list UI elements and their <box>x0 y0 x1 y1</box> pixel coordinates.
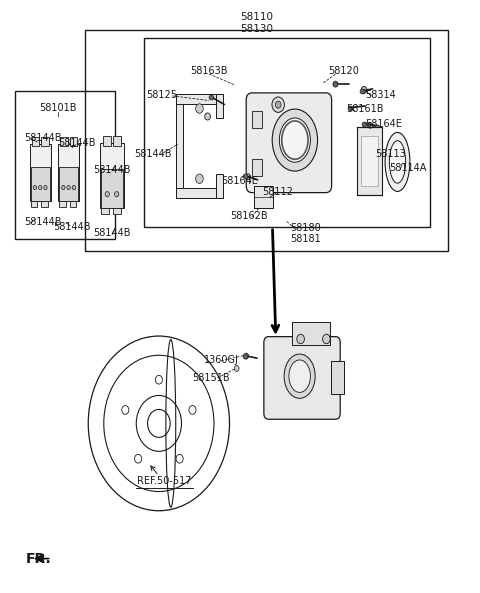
Circle shape <box>196 104 203 113</box>
Circle shape <box>72 186 75 190</box>
Text: 58110
58130: 58110 58130 <box>240 12 273 34</box>
Bar <box>85 30 447 251</box>
Bar <box>176 94 223 104</box>
Bar <box>70 138 77 146</box>
Ellipse shape <box>289 360 311 393</box>
Circle shape <box>361 87 367 94</box>
Text: 1360GJ: 1360GJ <box>204 355 240 365</box>
Text: REF.50-517: REF.50-517 <box>137 476 192 486</box>
FancyBboxPatch shape <box>264 337 340 419</box>
Text: 58112: 58112 <box>262 187 293 197</box>
Text: 58162B: 58162B <box>230 211 267 221</box>
Circle shape <box>234 365 239 371</box>
Text: 58314: 58314 <box>365 90 396 100</box>
Bar <box>144 38 430 227</box>
Text: 58113: 58113 <box>375 149 406 159</box>
Bar <box>331 361 344 394</box>
Bar <box>59 167 78 202</box>
Bar <box>113 208 120 214</box>
Bar <box>15 91 115 238</box>
Ellipse shape <box>272 109 318 171</box>
Bar <box>100 144 124 208</box>
Bar <box>31 202 37 207</box>
Text: 58120: 58120 <box>329 66 360 76</box>
Text: 58163B: 58163B <box>190 66 228 76</box>
Text: 58161B: 58161B <box>346 104 384 114</box>
Circle shape <box>276 101 281 108</box>
Bar <box>70 202 76 207</box>
Circle shape <box>246 174 251 180</box>
Bar <box>176 94 183 197</box>
Ellipse shape <box>284 354 315 398</box>
Circle shape <box>38 186 42 190</box>
Bar <box>30 144 51 202</box>
Circle shape <box>272 97 284 112</box>
Bar <box>216 174 223 197</box>
Bar <box>103 136 111 146</box>
Circle shape <box>61 186 65 190</box>
Ellipse shape <box>389 141 406 183</box>
Bar <box>32 138 39 146</box>
Text: 58164E: 58164E <box>222 176 258 186</box>
Bar <box>216 94 223 118</box>
Text: 58144B: 58144B <box>53 222 91 232</box>
Bar <box>101 169 122 208</box>
Circle shape <box>44 186 47 190</box>
Text: 58144B: 58144B <box>24 133 62 144</box>
Bar <box>31 167 49 202</box>
Bar <box>41 138 48 146</box>
Bar <box>59 202 66 207</box>
Circle shape <box>196 174 203 183</box>
Bar <box>292 323 330 345</box>
Text: 58114A: 58114A <box>389 164 427 173</box>
Bar <box>101 208 109 214</box>
Circle shape <box>115 192 119 197</box>
FancyBboxPatch shape <box>246 93 332 193</box>
Text: 58101B: 58101B <box>39 103 76 113</box>
Ellipse shape <box>385 132 410 192</box>
Bar <box>357 126 382 195</box>
Text: 58144B: 58144B <box>93 228 131 238</box>
Text: FR.: FR. <box>26 551 52 566</box>
Circle shape <box>67 186 70 190</box>
FancyArrowPatch shape <box>38 556 48 562</box>
Bar <box>41 202 48 207</box>
Text: 58144B: 58144B <box>93 165 131 174</box>
Bar <box>58 144 79 202</box>
Bar <box>176 188 223 197</box>
Text: 58144B: 58144B <box>134 149 172 159</box>
Circle shape <box>105 192 109 197</box>
Bar <box>113 136 121 146</box>
Text: 58125: 58125 <box>146 90 177 100</box>
Text: 58144B: 58144B <box>24 217 62 227</box>
Bar <box>252 159 263 176</box>
Circle shape <box>368 122 372 128</box>
Bar <box>254 186 274 208</box>
Bar <box>252 110 263 128</box>
Text: 58180
58181: 58180 58181 <box>290 222 321 244</box>
Circle shape <box>297 334 304 344</box>
Ellipse shape <box>279 118 311 162</box>
Bar <box>60 138 68 146</box>
Circle shape <box>244 353 249 359</box>
Text: 58151B: 58151B <box>192 373 230 383</box>
Text: 58144B: 58144B <box>58 138 96 148</box>
Circle shape <box>204 113 210 120</box>
Text: 58164E: 58164E <box>366 119 403 129</box>
Circle shape <box>333 81 338 87</box>
Bar <box>361 136 378 186</box>
Circle shape <box>33 186 36 190</box>
Circle shape <box>323 334 330 344</box>
